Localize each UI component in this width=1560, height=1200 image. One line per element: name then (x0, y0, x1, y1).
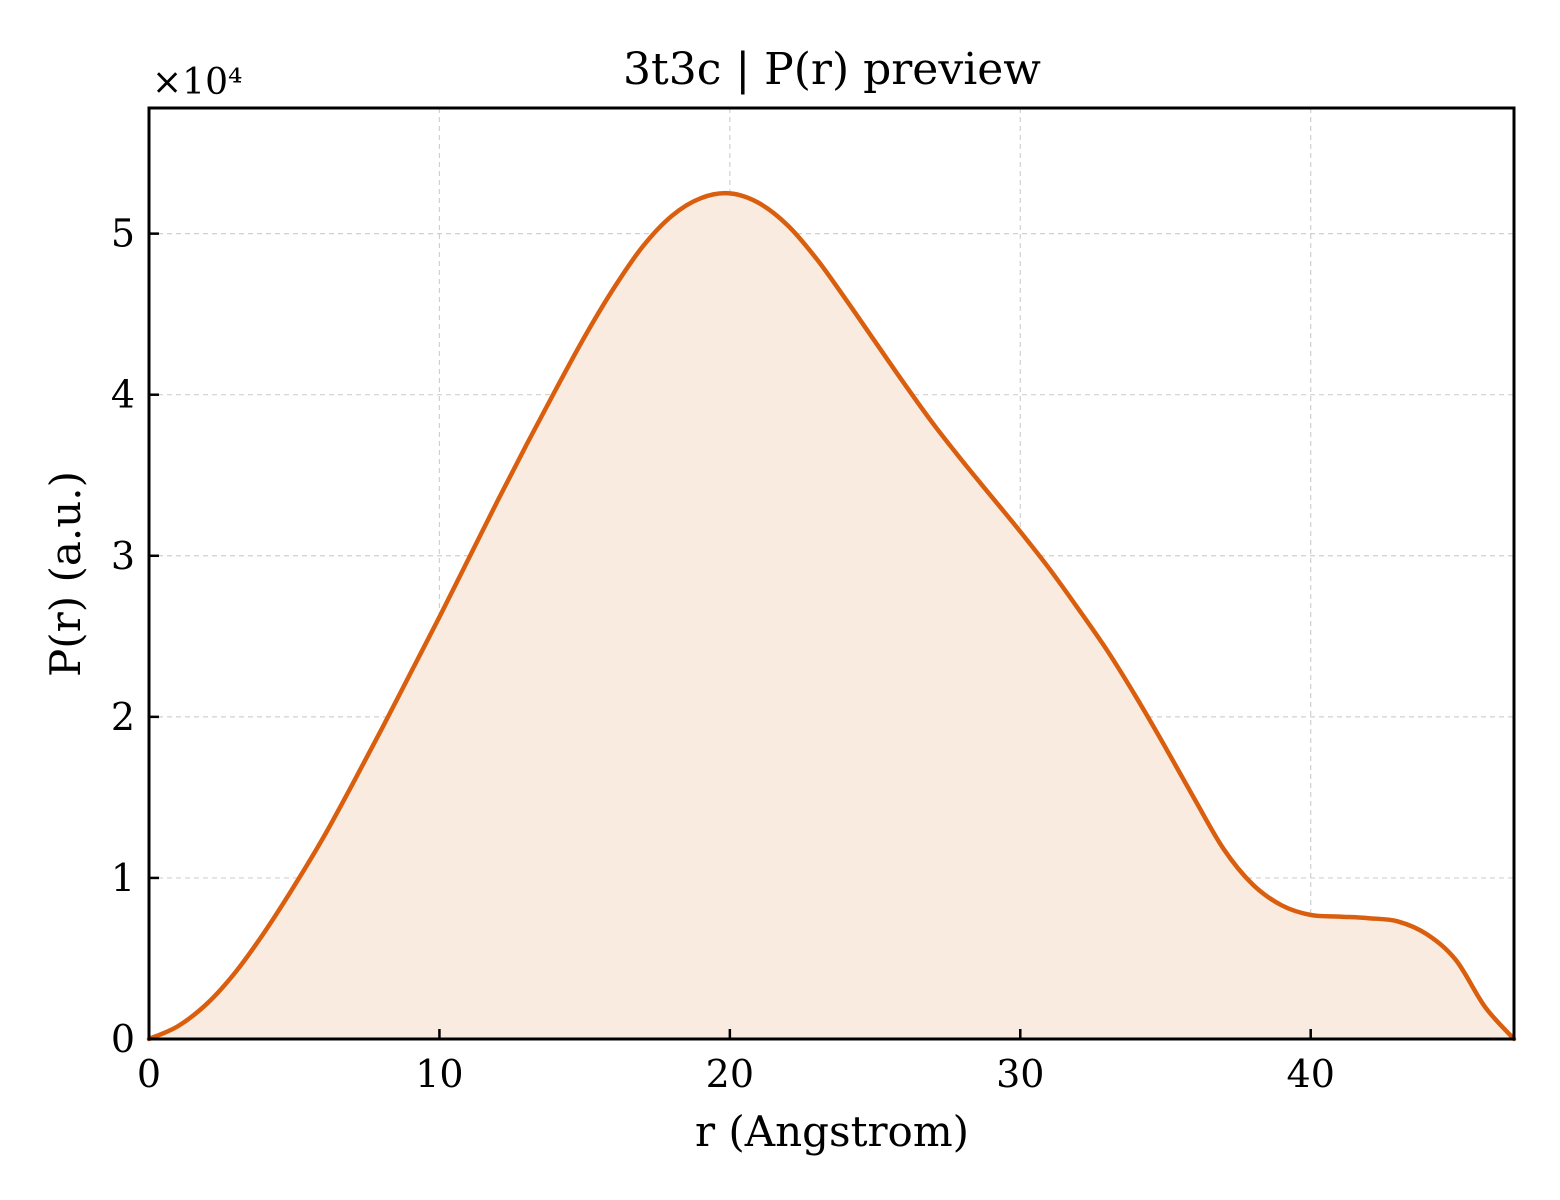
y-multiplier-label: ×10⁴ (152, 62, 242, 103)
y-tick-label: 0 (111, 1017, 135, 1061)
x-axis-ticks: 0 10 20 30 40 (137, 1029, 1335, 1096)
y-tick-label: 1 (111, 856, 135, 900)
chart-title: 3t3c | P(r) preview (623, 44, 1041, 95)
x-axis-label: r (Angstrom) (695, 1107, 969, 1156)
y-tick-label: 4 (111, 373, 135, 417)
series-fill-area (149, 193, 1514, 1039)
y-tick-label: 2 (111, 695, 135, 739)
x-tick-label: 40 (1287, 1052, 1335, 1096)
x-tick-label: 30 (996, 1052, 1044, 1096)
y-axis-label: P(r) (a.u.) (41, 471, 90, 677)
y-tick-label: 5 (111, 212, 135, 256)
y-tick-label: 3 (111, 534, 135, 578)
x-tick-label: 10 (415, 1052, 463, 1096)
plot-frame (147, 106, 1516, 1041)
series-line (146, 190, 1517, 1042)
x-tick-label: 20 (706, 1052, 754, 1096)
y-axis-ticks: 0 1 2 3 4 5 (111, 212, 159, 1061)
x-tick-label: 0 (137, 1052, 161, 1096)
